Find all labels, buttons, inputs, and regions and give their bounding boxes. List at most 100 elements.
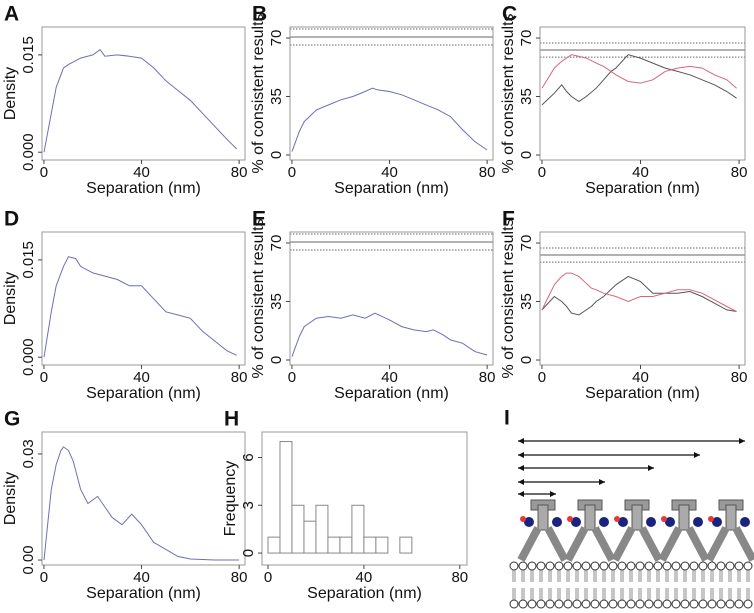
lipid-head (536, 561, 546, 571)
lipid-head (608, 599, 618, 609)
lipid-tail (674, 570, 678, 600)
lipid-head (518, 599, 528, 609)
plot-frame (539, 231, 746, 366)
data-line (541, 54, 737, 106)
ligand (599, 517, 609, 527)
x-tick-label: 40 (356, 569, 373, 586)
molecule (564, 499, 616, 562)
molecule (658, 499, 710, 562)
ligand (524, 517, 534, 527)
bar (291, 504, 305, 554)
diagram: I (504, 407, 754, 609)
lipid-tail (575, 570, 579, 600)
lipid-head (671, 561, 681, 571)
lipid-tail (737, 570, 741, 600)
molecule (611, 499, 663, 562)
x-tick-label: 0 (538, 369, 546, 386)
x-tick-label: 80 (231, 569, 248, 586)
bar (327, 536, 341, 554)
ligand-tag (567, 516, 573, 522)
lipid-tail (656, 570, 660, 600)
chart: F 0 40 80 0 35 70 Separation (nm) % of consisten… (500, 208, 747, 403)
data-line (43, 49, 238, 153)
plot-frame (289, 26, 494, 161)
lipid-head (689, 599, 699, 609)
lipid-head (590, 561, 600, 571)
lipid-head (716, 561, 726, 571)
lipid-head (563, 599, 573, 609)
lipid-head (617, 599, 627, 609)
x-tick-label: 80 (451, 569, 468, 586)
bar (339, 536, 353, 554)
lipid-head (518, 561, 528, 571)
y-tick-label: 0 (268, 151, 285, 159)
x-tick-label: 40 (133, 164, 150, 181)
lipid-head (581, 561, 591, 571)
panel-label: I (504, 407, 510, 430)
ligand (740, 517, 750, 527)
lipid-head (572, 599, 582, 609)
lipid-head (671, 599, 681, 609)
x-axis-label: Separation (nm) (86, 385, 201, 402)
plot-frame (289, 231, 494, 366)
lipid-head (680, 561, 690, 571)
y-axis-label: Density (2, 67, 19, 120)
plot-frame (41, 26, 246, 161)
stem (678, 504, 690, 531)
lipid-tail (710, 570, 714, 600)
lipid-tail (620, 570, 624, 600)
data-line (43, 446, 240, 561)
y-axis-label: % of consistent results (500, 13, 517, 173)
lipid-head (626, 561, 636, 571)
x-tick-label: 0 (40, 569, 48, 586)
plot-frame (539, 26, 746, 161)
membrane (509, 561, 753, 609)
molecule (517, 499, 569, 562)
y-tick-label: 0 (518, 151, 535, 159)
x-tick-label: 80 (231, 164, 248, 181)
y-tick-label: 0.000 (20, 338, 37, 376)
lipid-head (653, 599, 663, 609)
y-tick-label: 0 (240, 549, 257, 557)
chart: D 0 40 80 0.000 0.015 Separation (nm) Density (2, 208, 247, 403)
x-tick-label: 80 (479, 164, 496, 181)
lipid-tail (665, 570, 669, 600)
lipid-head (680, 599, 690, 609)
y-tick-label: 70 (518, 30, 535, 47)
lipid-head (626, 599, 636, 609)
panel-label: H (224, 408, 239, 431)
lipid-tail (692, 570, 696, 600)
x-tick-label: 40 (381, 369, 398, 386)
ligand-tag (520, 516, 526, 522)
lipid-head (716, 599, 726, 609)
bar (363, 536, 377, 554)
lipid-head (509, 561, 519, 571)
y-tick-label: 0.015 (20, 36, 37, 74)
lipid-tail (746, 570, 750, 600)
x-tick-label: 0 (40, 369, 48, 386)
lipid-head (617, 561, 627, 571)
arms (658, 526, 710, 562)
molecules (517, 499, 754, 562)
lipid-head (608, 561, 618, 571)
x-axis-label: Separation (nm) (585, 385, 700, 402)
ligand (712, 517, 722, 527)
bar (303, 520, 317, 554)
x-tick-label: 40 (133, 369, 150, 386)
stem (584, 504, 596, 531)
molecule (705, 499, 754, 562)
lipid-head (725, 561, 735, 571)
bar (399, 536, 413, 554)
y-axis-label: Density (2, 272, 19, 325)
data-line (541, 54, 737, 89)
lipid-head (653, 561, 663, 571)
y-axis-label: Frequency (222, 461, 239, 537)
lipid-tail (629, 570, 633, 600)
y-tick-label: 3 (240, 501, 257, 509)
y-axis-label: % of consistent results (250, 218, 267, 378)
x-axis-label: Separation (nm) (334, 180, 449, 197)
lipid-head (536, 599, 546, 609)
ligand (552, 517, 562, 527)
stem (631, 504, 643, 531)
